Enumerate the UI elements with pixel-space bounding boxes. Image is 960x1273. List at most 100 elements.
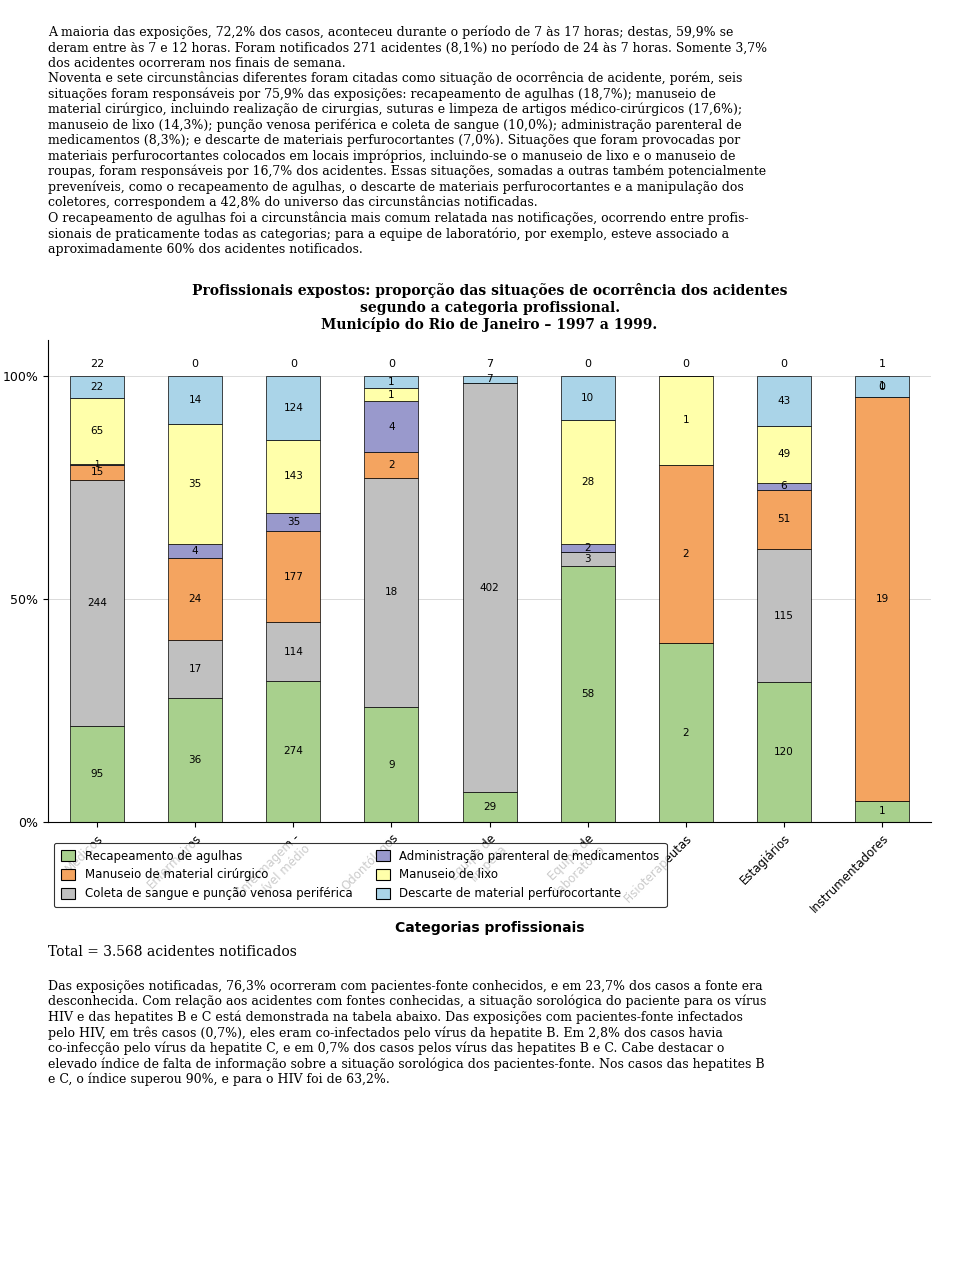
Text: 65: 65 — [90, 425, 104, 435]
Bar — [757, 490, 811, 549]
Bar — [463, 792, 516, 822]
Bar — [365, 376, 419, 388]
Text: 1: 1 — [878, 382, 885, 391]
Text: 0: 0 — [780, 359, 787, 369]
Bar — [561, 376, 614, 420]
Bar — [757, 425, 811, 482]
Text: Total = 3.568 acidentes notificados: Total = 3.568 acidentes notificados — [48, 945, 297, 959]
Text: 244: 244 — [87, 598, 107, 607]
Text: 1: 1 — [878, 806, 885, 816]
Bar — [168, 424, 222, 544]
Text: 7: 7 — [486, 359, 493, 369]
Bar — [561, 544, 614, 552]
Text: 4: 4 — [192, 546, 199, 556]
Text: 0: 0 — [290, 359, 297, 369]
Bar — [855, 376, 909, 397]
Text: 35: 35 — [188, 479, 202, 489]
Text: 2: 2 — [388, 460, 395, 470]
Bar — [168, 558, 222, 640]
Text: 15: 15 — [90, 467, 104, 477]
Text: 1: 1 — [388, 390, 395, 400]
Text: 43: 43 — [778, 396, 791, 406]
Text: 143: 143 — [283, 471, 303, 481]
Text: 95: 95 — [90, 769, 104, 779]
Text: 120: 120 — [774, 747, 794, 757]
Bar — [266, 439, 321, 513]
Text: 115: 115 — [774, 611, 794, 621]
Bar — [168, 376, 222, 424]
Text: 114: 114 — [283, 647, 303, 657]
Text: 14: 14 — [188, 395, 202, 405]
Text: 1: 1 — [94, 460, 100, 468]
Text: 17: 17 — [188, 665, 202, 675]
Legend: Recapeamento de agulhas, Manuseio de material cirúrgico, Coleta de sangue e punç: Recapeamento de agulhas, Manuseio de mat… — [54, 843, 667, 908]
Bar — [757, 482, 811, 490]
Text: 0: 0 — [683, 359, 689, 369]
Bar — [266, 681, 321, 822]
Bar — [70, 480, 124, 726]
Text: 58: 58 — [581, 689, 594, 699]
Text: 29: 29 — [483, 802, 496, 812]
Bar — [266, 513, 321, 531]
Bar — [463, 383, 516, 792]
Bar — [70, 726, 124, 822]
Bar — [168, 544, 222, 558]
Bar — [659, 376, 713, 465]
Text: 49: 49 — [778, 449, 791, 460]
Text: 1: 1 — [388, 377, 395, 387]
Text: 124: 124 — [283, 402, 303, 412]
Text: 0: 0 — [878, 382, 886, 392]
Bar — [561, 420, 614, 544]
Text: 22: 22 — [90, 359, 105, 369]
Text: 402: 402 — [480, 583, 499, 593]
Text: 28: 28 — [581, 476, 594, 486]
Bar — [266, 622, 321, 681]
Text: 2: 2 — [683, 549, 689, 559]
Text: 2: 2 — [585, 544, 591, 552]
Text: 10: 10 — [581, 393, 594, 402]
Text: 177: 177 — [283, 572, 303, 582]
Bar — [561, 565, 614, 822]
Text: 274: 274 — [283, 746, 303, 756]
Text: 9: 9 — [388, 760, 395, 769]
Bar — [168, 640, 222, 699]
Bar — [365, 452, 419, 477]
Bar — [757, 376, 811, 425]
Text: 3: 3 — [585, 554, 591, 564]
Text: 2: 2 — [683, 728, 689, 737]
Text: Das exposições notificadas, 76,3% ocorreram com pacientes-fonte conhecidos, e em: Das exposições notificadas, 76,3% ocorre… — [48, 980, 766, 1086]
Bar — [757, 682, 811, 822]
Text: 36: 36 — [188, 755, 202, 765]
Text: 7: 7 — [487, 374, 492, 384]
Text: 0: 0 — [388, 359, 395, 369]
Bar — [365, 477, 419, 708]
Bar — [757, 549, 811, 682]
Bar — [463, 376, 516, 383]
Text: 0: 0 — [192, 359, 199, 369]
Bar — [365, 388, 419, 401]
Bar — [365, 708, 419, 822]
Text: 1: 1 — [683, 415, 689, 425]
Bar — [365, 401, 419, 452]
Bar — [70, 398, 124, 463]
Title: Profissionais expostos: proporção das situações de ocorrência dos acidentes
segu: Profissionais expostos: proporção das si… — [192, 284, 787, 332]
Text: A maioria das exposições, 72,2% dos casos, aconteceu durante o período de 7 às 1: A maioria das exposições, 72,2% dos caso… — [48, 25, 767, 256]
X-axis label: Categorias profissionais: Categorias profissionais — [395, 920, 585, 934]
Bar — [855, 397, 909, 801]
Bar — [266, 531, 321, 622]
Bar — [659, 465, 713, 643]
Bar — [70, 376, 124, 398]
Bar — [266, 376, 321, 439]
Text: 22: 22 — [90, 382, 104, 392]
Text: 6: 6 — [780, 481, 787, 491]
Bar — [561, 552, 614, 565]
Bar — [70, 465, 124, 480]
Text: 19: 19 — [876, 593, 889, 603]
Bar — [855, 801, 909, 822]
Text: 18: 18 — [385, 587, 398, 597]
Text: 35: 35 — [287, 517, 300, 527]
Text: 24: 24 — [188, 593, 202, 603]
Bar — [659, 643, 713, 822]
Text: 0: 0 — [585, 359, 591, 369]
Text: 1: 1 — [878, 359, 886, 369]
